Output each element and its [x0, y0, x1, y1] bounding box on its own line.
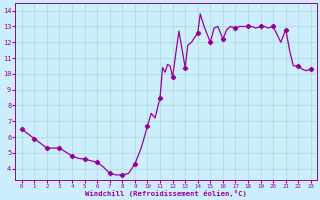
- X-axis label: Windchill (Refroidissement éolien,°C): Windchill (Refroidissement éolien,°C): [85, 190, 247, 197]
